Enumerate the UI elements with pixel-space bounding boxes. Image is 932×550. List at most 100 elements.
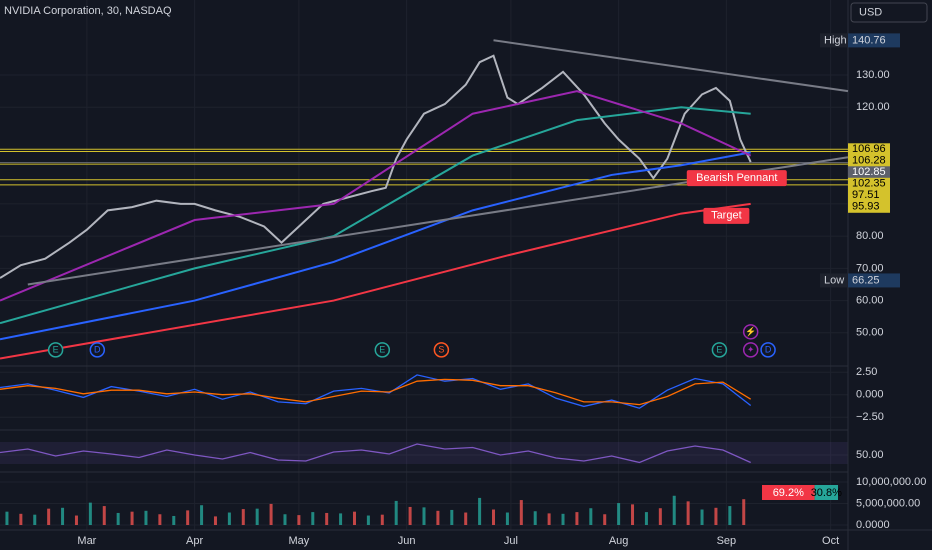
level-label-box bbox=[848, 200, 890, 213]
volume-bar bbox=[547, 513, 551, 525]
volume-bar bbox=[172, 515, 176, 525]
x-tick-label: Jun bbox=[398, 535, 416, 547]
series-line bbox=[0, 443, 751, 464]
y-tick-label: 2.50 bbox=[856, 366, 877, 378]
series-line bbox=[0, 54, 752, 279]
y-tick-label: 50.00 bbox=[856, 449, 884, 461]
level-label: 102.35 bbox=[852, 178, 886, 190]
volume-bar bbox=[19, 513, 23, 525]
volume-bar bbox=[422, 507, 426, 525]
volume-bar bbox=[728, 506, 732, 525]
event-marker bbox=[760, 342, 776, 358]
level-label-box bbox=[848, 143, 890, 156]
y-tick-label: 10,000,000.00 bbox=[856, 476, 926, 488]
volume-bar bbox=[700, 509, 704, 525]
event-marker bbox=[742, 324, 759, 340]
volume-bar bbox=[589, 508, 593, 525]
volume-bar bbox=[561, 513, 565, 525]
event-label: E bbox=[379, 345, 385, 355]
y-tick-label: 0.000 bbox=[856, 389, 884, 401]
volume-bar bbox=[213, 516, 217, 525]
y-tick-label: −2.50 bbox=[856, 411, 884, 423]
volume-bar bbox=[686, 501, 690, 525]
volume-bar bbox=[519, 500, 523, 525]
y-tick-label: 80.00 bbox=[856, 230, 884, 242]
volume-bar bbox=[742, 499, 746, 525]
rsi-band bbox=[0, 442, 848, 464]
chart-title: NVIDIA Corporation, 30, NASDAQ bbox=[4, 5, 172, 17]
event-label: ⚡ bbox=[745, 326, 756, 338]
event-marker bbox=[742, 342, 759, 358]
x-tick-label: Aug bbox=[609, 535, 629, 547]
x-tick-label: May bbox=[288, 535, 309, 547]
low-tag: Low bbox=[824, 274, 844, 286]
volume-bar bbox=[74, 515, 78, 525]
series-line bbox=[493, 39, 849, 93]
y-tick-label: 0.0000 bbox=[856, 519, 890, 531]
y-tick-label: 130.00 bbox=[856, 69, 890, 81]
level-label: 97.51 bbox=[852, 189, 880, 201]
volume-bar bbox=[186, 510, 190, 525]
event-label: E bbox=[53, 345, 59, 355]
event-marker bbox=[433, 342, 450, 358]
volume-bar bbox=[325, 512, 329, 525]
y-tick-label: 5,000,000.00 bbox=[856, 497, 920, 509]
volume-bar bbox=[575, 512, 579, 525]
volume-bar bbox=[33, 514, 37, 525]
level-label-box bbox=[848, 166, 890, 179]
high-tag-box bbox=[820, 33, 848, 48]
volume-bar bbox=[631, 504, 635, 525]
event-marker bbox=[47, 342, 64, 358]
volume-bar bbox=[116, 512, 120, 525]
volume-bar bbox=[158, 514, 162, 525]
volume-bar bbox=[297, 515, 301, 525]
volume-bar bbox=[603, 514, 607, 525]
annotation-box bbox=[686, 170, 787, 187]
event-label: ✦ bbox=[747, 345, 755, 355]
series-line bbox=[0, 106, 751, 325]
volume-bar bbox=[5, 511, 9, 525]
y-tick-label: 60.00 bbox=[856, 294, 884, 306]
high-value-box bbox=[848, 33, 900, 48]
x-tick-label: Oct bbox=[822, 535, 839, 547]
volume-bar bbox=[283, 514, 287, 525]
volume-bar bbox=[311, 512, 315, 525]
volume-bar bbox=[144, 510, 148, 525]
volume-bar bbox=[366, 515, 370, 525]
currency-button[interactable] bbox=[850, 2, 928, 23]
high-tag: High bbox=[824, 34, 847, 46]
event-marker bbox=[89, 342, 106, 358]
event-label: D bbox=[94, 345, 101, 355]
annotation-text: Target bbox=[711, 210, 742, 222]
ratio-label: 30.8% bbox=[811, 487, 842, 499]
series-line bbox=[0, 378, 752, 406]
y-tick-label: 50.00 bbox=[856, 327, 884, 339]
series-line bbox=[0, 151, 751, 341]
volume-bar bbox=[227, 512, 231, 525]
volume-bar bbox=[658, 508, 662, 525]
volume-bar bbox=[505, 512, 509, 525]
volume-bar bbox=[672, 495, 676, 525]
event-label: E bbox=[716, 345, 722, 355]
volume-bar bbox=[339, 513, 343, 525]
currency-label[interactable]: USD bbox=[859, 6, 882, 18]
volume-bar bbox=[478, 497, 482, 525]
event-marker bbox=[711, 342, 728, 358]
volume-bar bbox=[492, 509, 496, 525]
volume-bar bbox=[61, 507, 65, 525]
volume-bar bbox=[380, 514, 384, 525]
level-label: 102.85 bbox=[852, 166, 886, 178]
level-label: 106.28 bbox=[852, 155, 886, 167]
volume-bar bbox=[47, 508, 51, 525]
x-tick-label: Jul bbox=[504, 535, 518, 547]
low-tag-box bbox=[820, 273, 848, 288]
ratio-bar bbox=[814, 485, 838, 500]
volume-bar bbox=[450, 509, 454, 525]
volume-bar bbox=[408, 506, 412, 525]
volume-bar bbox=[714, 507, 718, 525]
level-label: 106.96 bbox=[852, 143, 886, 155]
volume-bar bbox=[394, 500, 398, 525]
level-label-box bbox=[848, 154, 890, 167]
series-line bbox=[0, 90, 752, 302]
